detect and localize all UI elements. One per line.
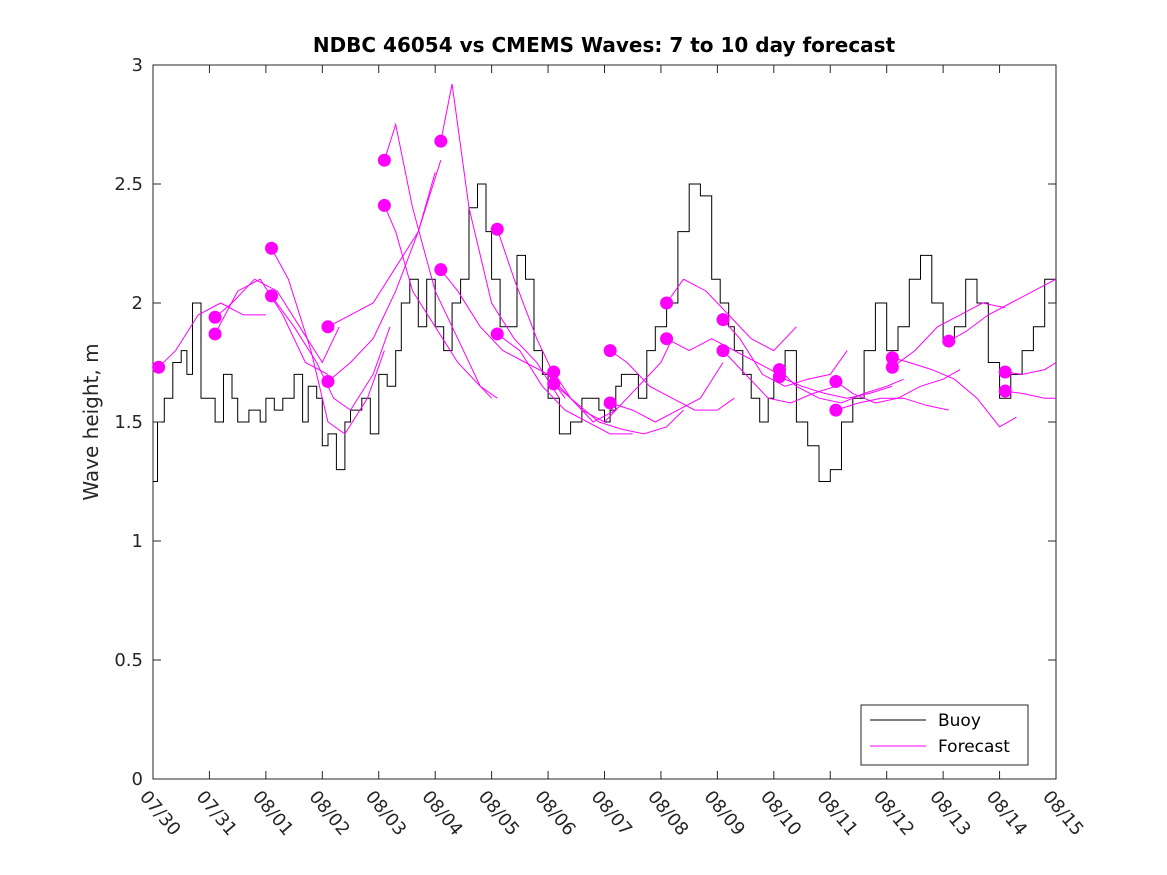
forecast-line <box>722 350 837 404</box>
y-tick-label: 2.5 <box>114 174 143 195</box>
y-axis-label: Wave height, m <box>79 343 103 500</box>
y-tick-label: 1.5 <box>114 412 143 433</box>
legend-label-forecast: Forecast <box>938 737 1010 757</box>
forecast-line <box>497 333 633 435</box>
forecast-start-marker <box>377 153 391 167</box>
forecast-line <box>835 397 949 411</box>
forecast-start-marker <box>660 332 674 346</box>
forecast-start-marker <box>208 327 222 341</box>
forecast-start-marker <box>942 334 956 348</box>
forecast-start-marker <box>885 360 899 374</box>
forecast-line <box>609 362 724 423</box>
series-layer <box>152 83 1057 482</box>
forecast-start-marker <box>434 263 448 277</box>
forecast-line <box>327 171 436 382</box>
forecast-start-marker <box>603 396 617 410</box>
forecast-start-marker <box>660 296 674 310</box>
forecast-start-marker <box>490 327 504 341</box>
forecast-line <box>271 295 391 411</box>
forecast-start-marker <box>265 289 279 303</box>
forecast-line <box>158 302 266 368</box>
legend: Buoy Forecast <box>860 704 1029 766</box>
forecast-line <box>1005 390 1056 399</box>
legend-label-buoy: Buoy <box>938 711 981 731</box>
forecast-line <box>1005 362 1057 375</box>
chart-title: NDBC 46054 vs CMEMS Waves: 7 to 10 day f… <box>313 33 896 57</box>
forecast-start-marker <box>547 365 561 379</box>
forecast-start-marker <box>829 375 843 389</box>
forecast-line <box>666 278 797 352</box>
y-tick-label: 0 <box>132 769 143 790</box>
y-tick-label: 0.5 <box>114 650 143 671</box>
forecast-start-marker <box>321 320 335 334</box>
forecast-line <box>779 376 893 399</box>
y-tick-label: 2 <box>132 293 143 314</box>
forecast-line <box>722 319 848 387</box>
forecast-start-marker <box>716 344 730 358</box>
forecast-line <box>779 369 904 404</box>
forecast-start-marker <box>772 370 786 384</box>
forecast-line <box>383 205 498 399</box>
forecast-start-marker <box>434 134 448 148</box>
legend-box <box>860 704 1029 766</box>
forecast-start-marker <box>490 222 504 236</box>
forecast-line <box>553 383 684 435</box>
y-tick-label: 1 <box>132 531 143 552</box>
forecast-start-marker <box>998 365 1012 379</box>
y-tick-label: 3 <box>132 55 143 76</box>
forecast-start-marker <box>829 403 843 417</box>
forecast-line <box>271 248 385 435</box>
forecast-start-marker <box>152 360 166 374</box>
forecast-line <box>440 83 560 399</box>
forecast-line <box>214 278 340 364</box>
y-axis-ticks: 0 0.5 1 1.5 2 2.5 3 <box>114 55 1056 790</box>
forecast-line <box>609 350 735 411</box>
forecast-start-marker <box>265 241 279 255</box>
forecast-start-marker <box>603 344 617 358</box>
forecast-line <box>892 302 1006 368</box>
forecast-start-marker <box>998 384 1012 398</box>
forecast-start-marker <box>377 198 391 212</box>
forecast-start-marker <box>547 377 561 391</box>
forecast-start-marker <box>321 375 335 389</box>
forecast-start-marker <box>716 313 730 327</box>
forecast-line <box>948 278 1057 342</box>
forecast-start-marker <box>208 310 222 324</box>
forecast-start-marker <box>885 351 899 365</box>
forecast-line <box>892 357 1017 428</box>
